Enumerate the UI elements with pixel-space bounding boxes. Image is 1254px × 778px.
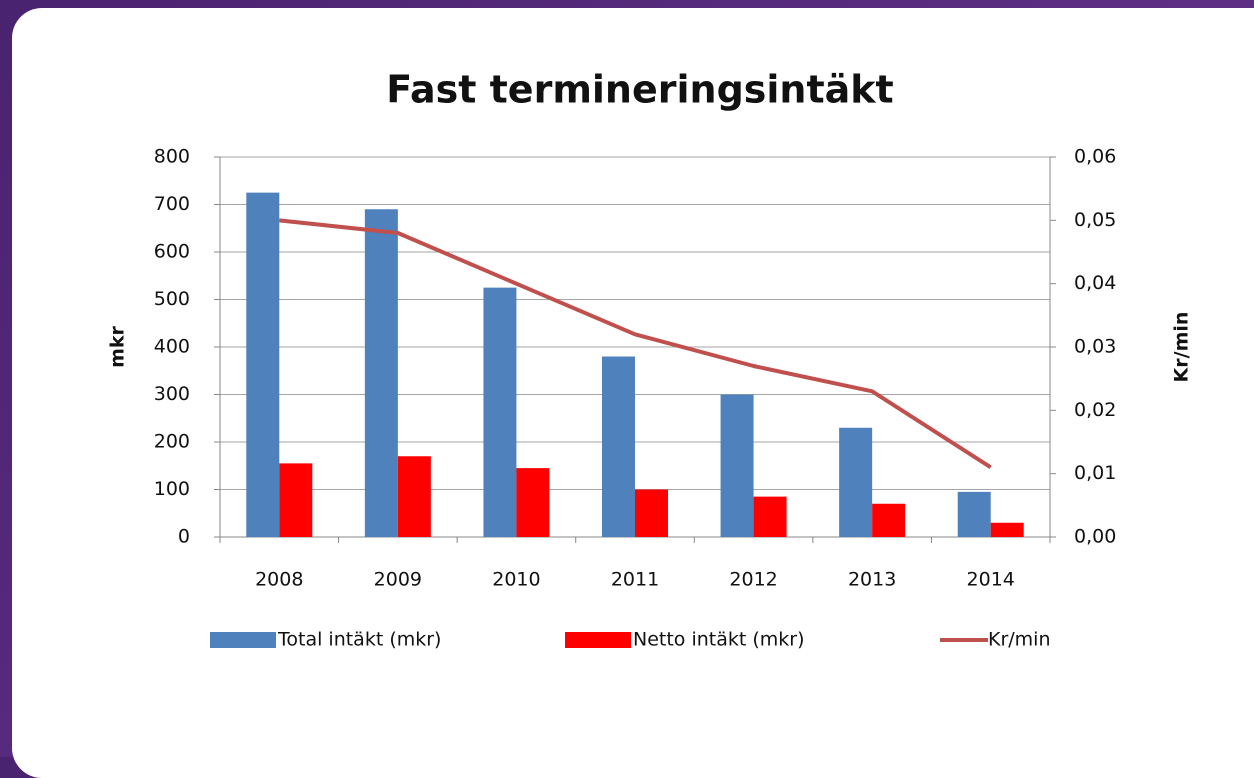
bar <box>957 491 991 537</box>
y-tick-label: 300 <box>154 383 190 405</box>
legend-swatch <box>210 632 276 648</box>
bar <box>720 394 754 537</box>
bar <box>246 192 280 537</box>
y-tick-label: 0 <box>178 526 190 548</box>
x-tick-label: 2013 <box>848 569 896 591</box>
x-tick-label: 2008 <box>255 569 303 591</box>
bar <box>753 496 787 537</box>
bar <box>483 287 517 537</box>
y2-tick-label: 0,00 <box>1074 526 1116 548</box>
y2-tick-label: 0,05 <box>1074 209 1116 231</box>
x-tick-label: 2014 <box>967 569 1015 591</box>
legend-swatch <box>565 632 631 648</box>
chart-title: Fast termineringsintäkt <box>386 68 893 112</box>
y-tick-label: 100 <box>154 478 190 500</box>
bar <box>516 468 550 537</box>
x-tick-label: 2009 <box>374 569 422 591</box>
bar <box>364 209 398 537</box>
y-tick-label: 400 <box>154 336 190 358</box>
page: Fast termineringsintäkt mkr Kr/min 0 100 2… <box>0 0 1254 757</box>
bar <box>602 356 635 537</box>
bar <box>872 503 906 537</box>
legend-label: Kr/min <box>988 629 1051 651</box>
bar <box>397 456 431 537</box>
y-tick-label: 700 <box>154 193 190 215</box>
y-tick-label: 500 <box>154 288 190 310</box>
bar <box>279 463 313 537</box>
y2-tick-label: 0,04 <box>1074 272 1116 294</box>
legend-label: Total intäkt (mkr) <box>277 629 441 651</box>
x-tick-label: 2011 <box>611 569 659 591</box>
x-tick-label: 2012 <box>729 569 777 591</box>
y-axis-label: mkr <box>107 325 129 367</box>
x-tick-label: 2010 <box>492 569 540 591</box>
y2-tick-label: 0,02 <box>1074 399 1116 421</box>
y-tick-label: 600 <box>154 241 190 263</box>
line <box>279 218 992 470</box>
y2-tick-label: 0,03 <box>1074 336 1116 358</box>
y2-axis-label: Kr/min <box>1171 312 1193 383</box>
y-tick-label: 800 <box>154 146 190 168</box>
y-tick-label: 200 <box>154 431 190 453</box>
y2-tick-label: 0,01 <box>1074 462 1116 484</box>
y2-tick-label: 0,06 <box>1074 146 1116 168</box>
bar <box>635 489 668 537</box>
chart: Fast termineringsintäkt mkr Kr/min 0 100 2… <box>107 68 1193 651</box>
legend-label: Netto intäkt (mkr) <box>633 629 805 651</box>
bar <box>839 427 873 537</box>
bar <box>990 522 1024 537</box>
